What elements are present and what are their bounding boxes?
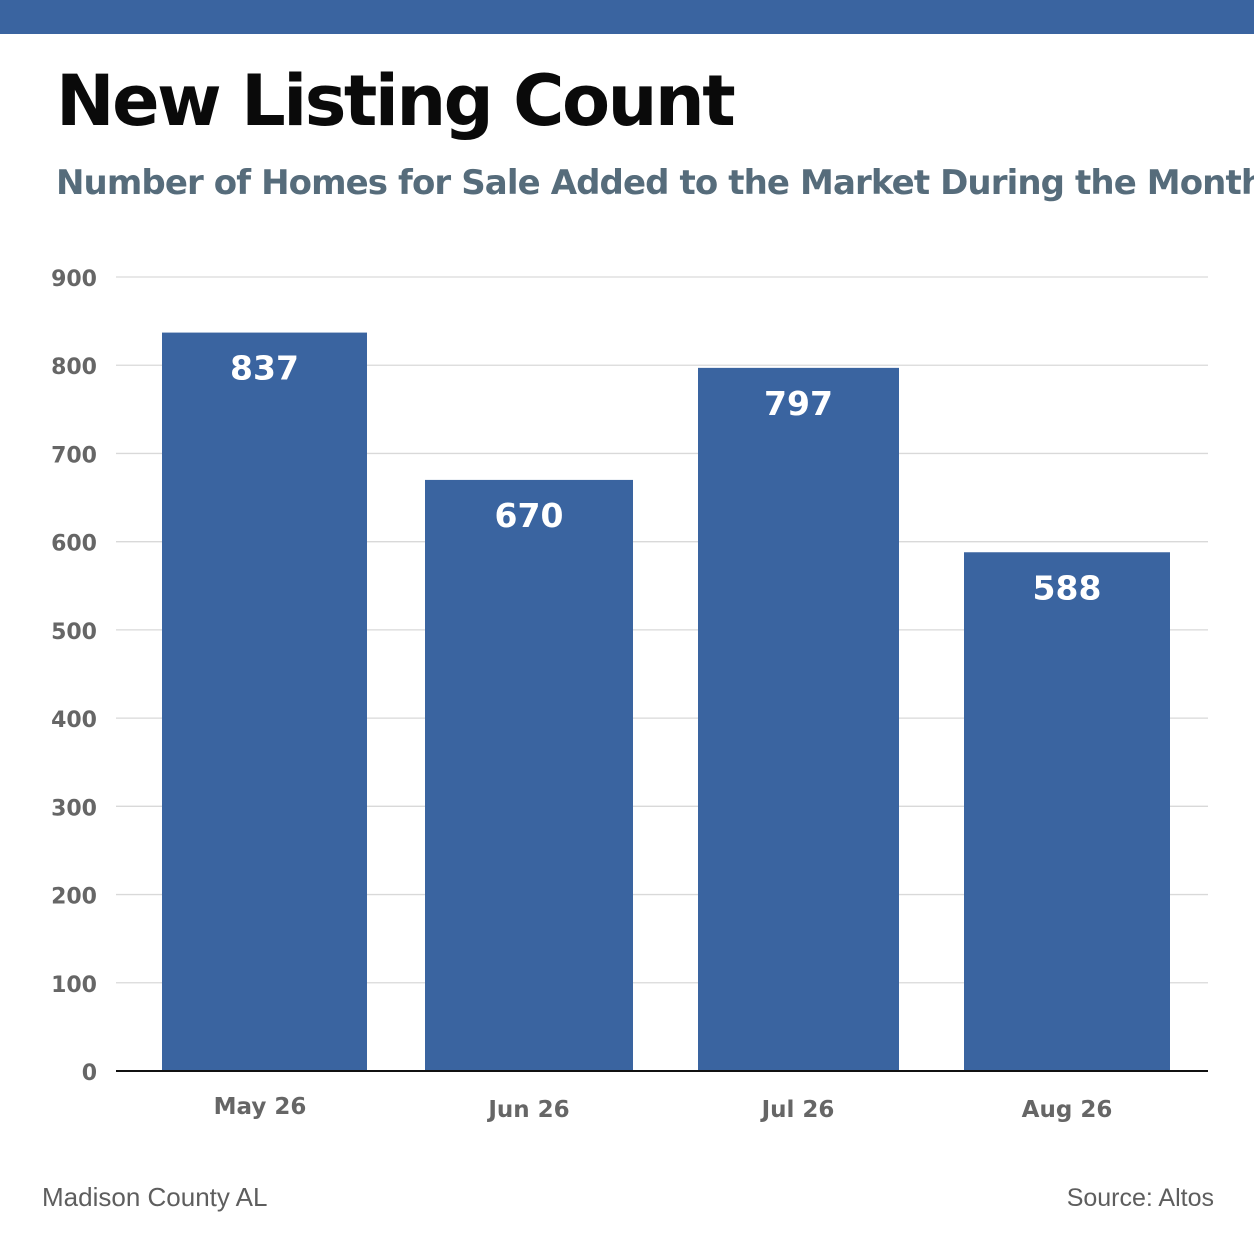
x-tick-label: Jun 26: [486, 1097, 569, 1123]
y-tick-label: 0: [82, 1061, 97, 1086]
x-tick-label: Jul 26: [760, 1097, 835, 1123]
y-tick-label: 200: [51, 885, 97, 910]
bar: [964, 552, 1170, 1071]
x-tick-label: May 26: [214, 1094, 307, 1120]
y-tick-label: 500: [51, 620, 97, 645]
bar-value-label: 588: [1033, 568, 1102, 607]
bar-value-label: 670: [495, 496, 564, 535]
bar-value-label: 797: [764, 384, 833, 423]
y-tick-label: 100: [51, 973, 97, 998]
bar: [425, 479, 633, 1071]
chart-title: New Listing Count: [56, 60, 736, 142]
y-tick-label: 900: [51, 267, 97, 292]
bar: [698, 367, 899, 1071]
top-accent-bar: [0, 0, 1254, 34]
source-label: Source: Altos: [1066, 1184, 1214, 1212]
y-tick-label: 800: [51, 355, 97, 380]
x-tick-label: Aug 26: [1022, 1097, 1113, 1123]
y-tick-label: 700: [51, 443, 97, 468]
y-tick-label: 600: [51, 532, 97, 557]
bar-value-label: 837: [230, 349, 299, 388]
y-tick-label: 300: [51, 796, 97, 821]
y-tick-label: 400: [51, 708, 97, 733]
region-label: Madison County AL: [42, 1182, 268, 1212]
bar: [162, 332, 367, 1072]
chart-subtitle: Number of Homes for Sale Added to the Ma…: [56, 163, 1254, 203]
